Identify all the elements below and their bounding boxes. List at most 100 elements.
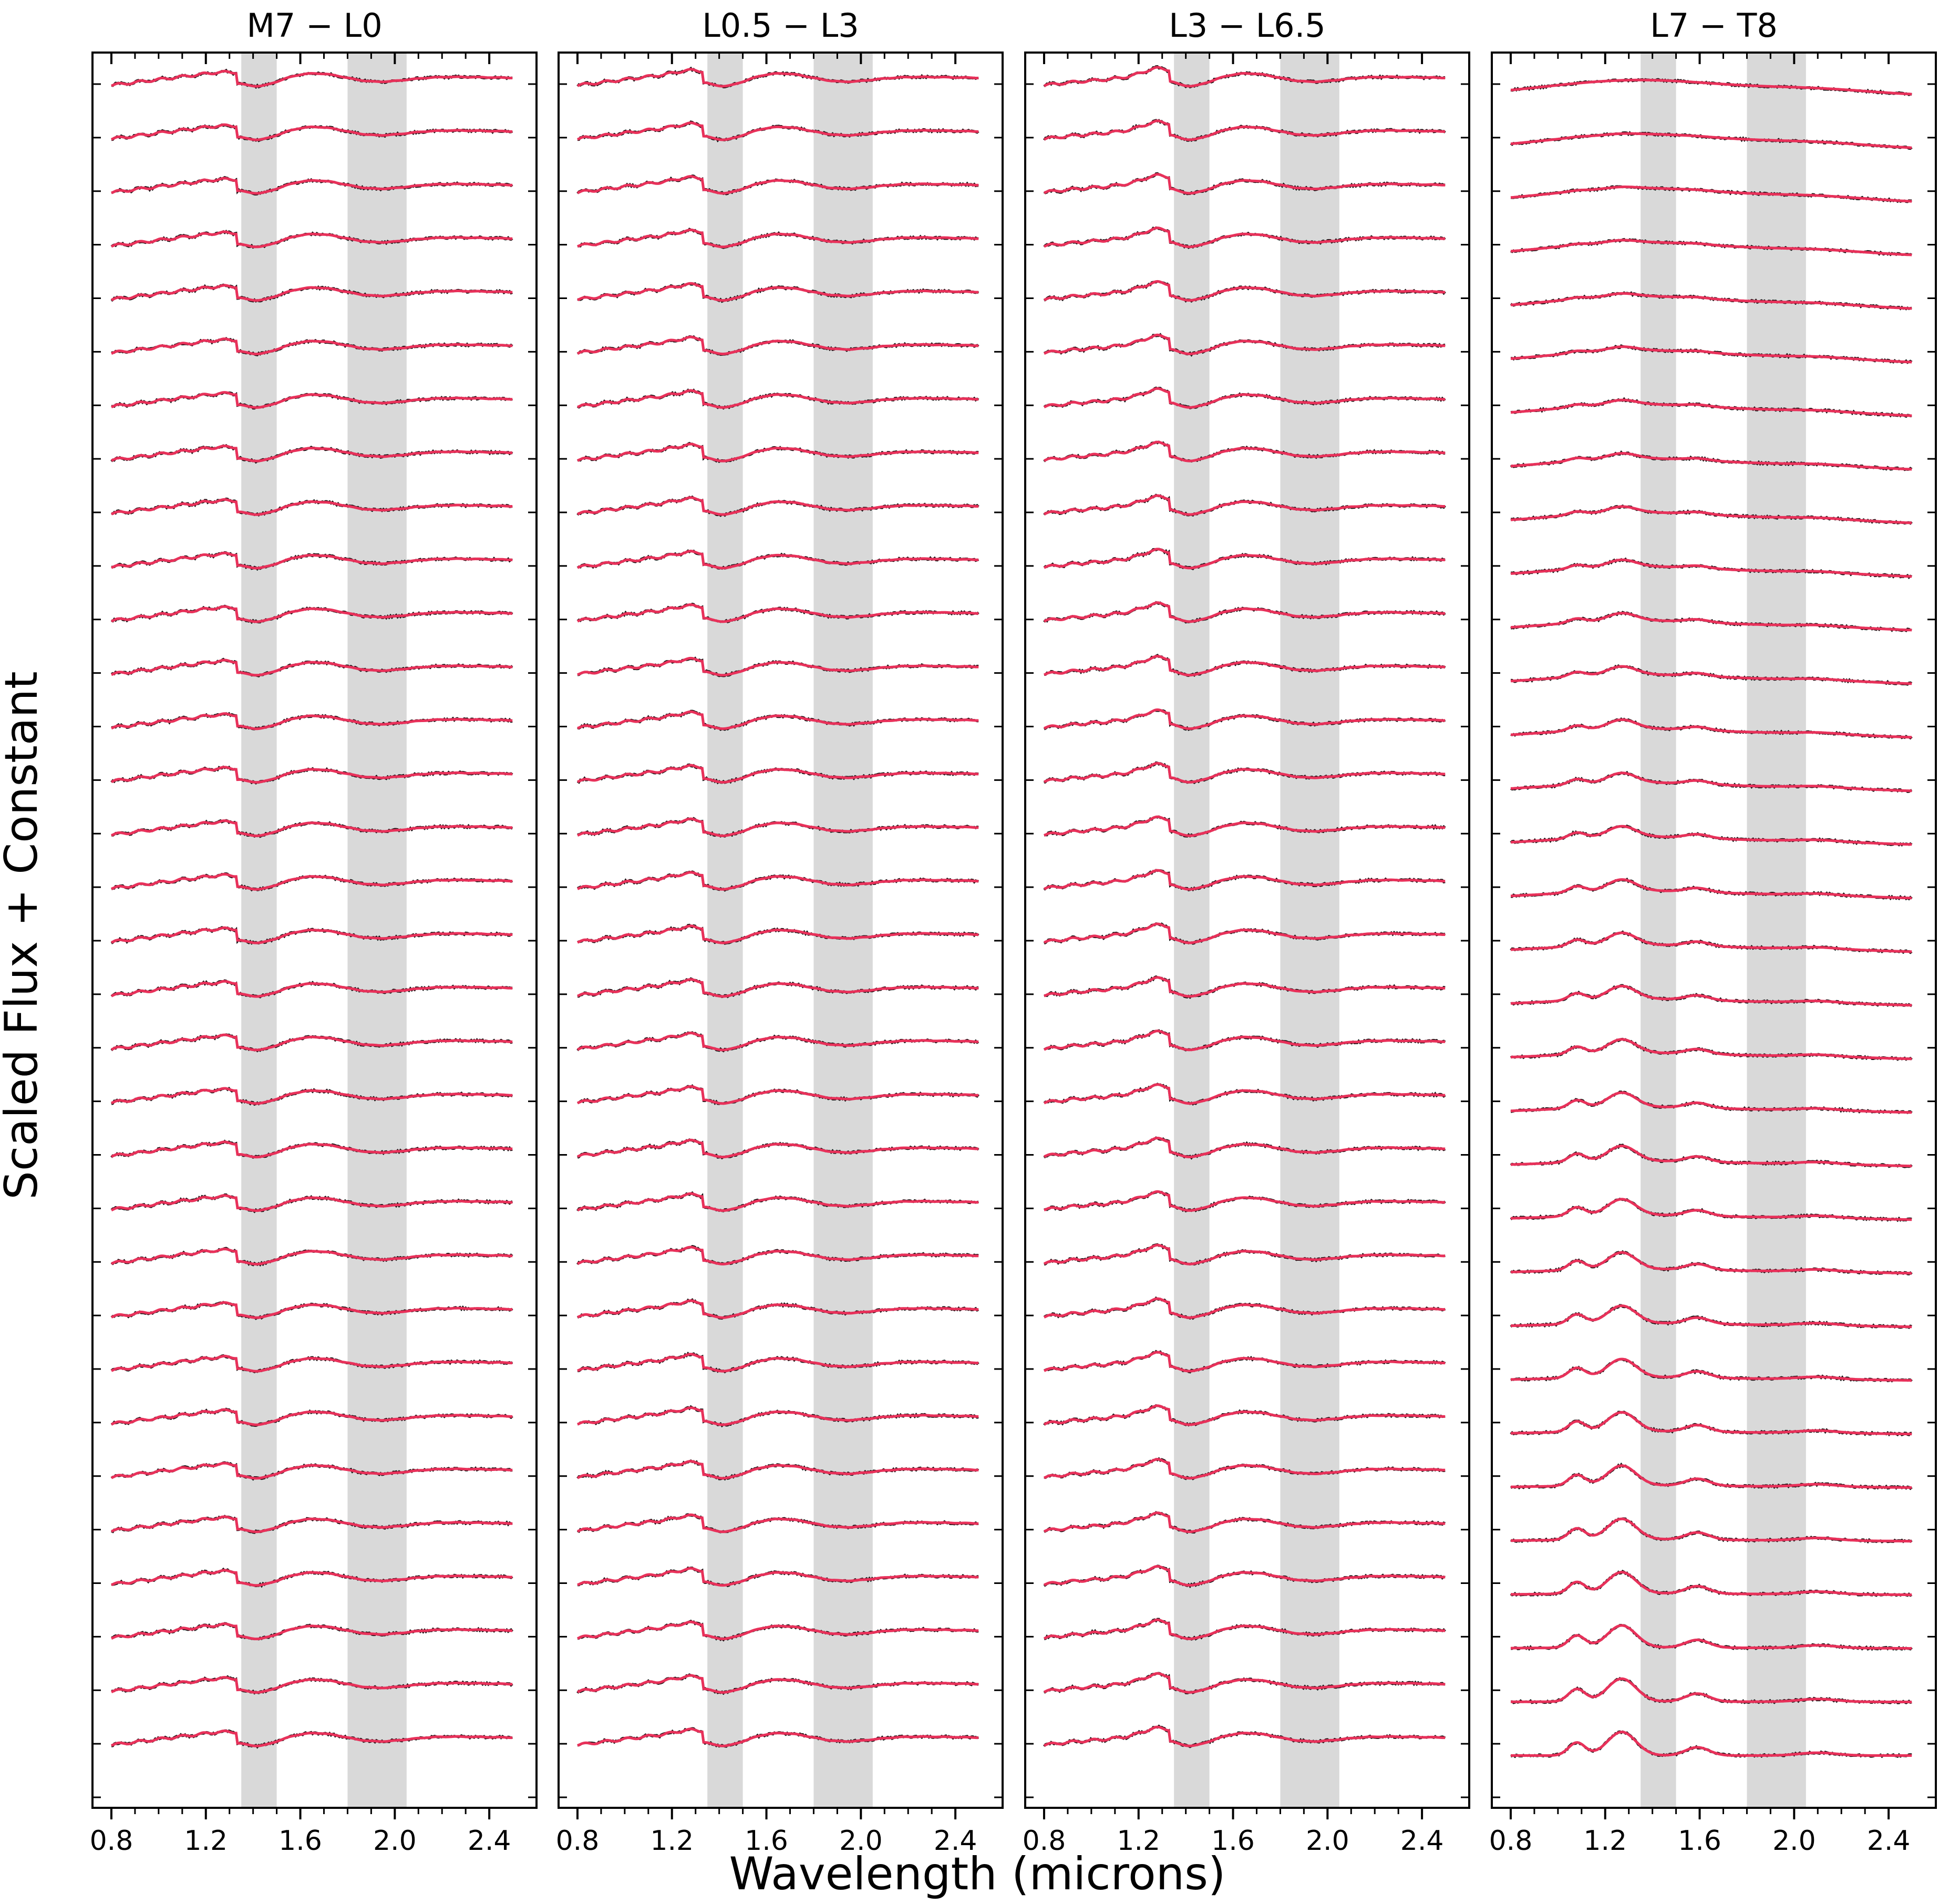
template-spectrum <box>110 1087 513 1105</box>
template-spectrum <box>110 1301 513 1319</box>
template-spectrum <box>1510 1251 1912 1275</box>
template-spectrum <box>1510 1144 1912 1168</box>
template-spectrum <box>576 656 979 677</box>
template-spectrum <box>1043 1030 1446 1052</box>
observed-spectrum <box>1510 344 1913 364</box>
panel-title: L0.5 − L3 <box>702 6 859 45</box>
template-spectrum <box>1510 132 1912 149</box>
x-axis-label: Wavelength (microns) <box>729 1848 1226 1900</box>
template-spectrum <box>576 978 979 998</box>
template-spectrum <box>576 1138 979 1159</box>
x-tick-label: 2.0 <box>839 1825 883 1857</box>
template-spectrum <box>110 1408 513 1426</box>
template-spectrum <box>1510 78 1912 96</box>
template-spectrum <box>1510 292 1912 310</box>
panel-title: L3 − L6.5 <box>1169 6 1326 45</box>
template-spectrum <box>110 1194 513 1212</box>
template-spectrum <box>110 980 513 998</box>
template-spectrum <box>1510 1411 1912 1436</box>
x-tick-label: 1.2 <box>184 1825 228 1857</box>
template-spectrum <box>110 766 513 784</box>
template-spectrum <box>1043 387 1446 409</box>
template-spectrum <box>1043 1725 1446 1747</box>
template-spectrum <box>1043 1618 1446 1640</box>
x-tick-label: 1.2 <box>650 1825 694 1857</box>
template-spectrum <box>576 1299 979 1319</box>
template-spectrum <box>576 1406 979 1426</box>
template-spectrum <box>576 710 979 730</box>
panel-1: 0.8 1.2 1.6 2.0 2.4 M7 − L0 <box>90 6 538 1857</box>
template-spectrum <box>1510 1464 1912 1489</box>
x-tick-label: 0.8 <box>1023 1825 1066 1857</box>
template-spectrum <box>1510 505 1912 524</box>
template-spectrum <box>1043 1351 1446 1373</box>
x-tick-label: 0.8 <box>90 1825 133 1857</box>
template-spectrum <box>110 337 513 356</box>
shaded-band-2 <box>1747 53 1806 1808</box>
template-spectrum <box>576 550 979 570</box>
template-spectrum <box>1510 1198 1912 1221</box>
template-spectrum <box>1511 1517 1912 1543</box>
template-spectrum <box>1510 612 1912 632</box>
template-spectrum <box>576 389 979 409</box>
template-spectrum <box>1043 1672 1446 1694</box>
observed-spectrum <box>1510 291 1912 311</box>
x-tick-label: 2.0 <box>373 1825 417 1857</box>
template-spectrum <box>576 121 979 141</box>
template-spectrum <box>110 712 513 730</box>
template-spectrum <box>1043 708 1446 730</box>
template-spectrum <box>110 1622 513 1641</box>
template-spectrum <box>1043 761 1446 784</box>
observed-spectrum <box>1510 397 1912 418</box>
template-spectrum <box>110 444 513 462</box>
panel-frame <box>1491 52 1937 1809</box>
shaded-band-2 <box>813 53 873 1808</box>
shaded-band-1 <box>707 53 743 1808</box>
template-spectrum <box>110 605 513 623</box>
template-spectrum <box>1043 173 1446 195</box>
template-spectrum <box>1043 333 1446 355</box>
template-spectrum <box>1510 1038 1912 1061</box>
template-spectrum <box>110 551 513 570</box>
template-spectrum <box>1510 345 1912 364</box>
panel-4: 0.8 1.2 1.6 2.0 2.4 L7 − T8 <box>1489 6 1937 1857</box>
template-spectrum <box>1510 558 1912 578</box>
x-tick-label: 1.6 <box>1678 1825 1721 1857</box>
template-spectrum <box>110 230 513 249</box>
template-spectrum <box>576 817 979 837</box>
template-spectrum <box>576 68 979 88</box>
template-spectrum <box>576 335 979 355</box>
x-tick-label: 1.6 <box>279 1825 322 1857</box>
template-spectrum <box>576 1674 979 1694</box>
template-spectrum <box>576 228 979 249</box>
template-spectrum <box>1043 1404 1446 1426</box>
template-spectrum <box>1043 976 1446 998</box>
template-spectrum <box>1510 1304 1912 1329</box>
template-spectrum <box>576 924 979 944</box>
template-spectrum <box>1510 825 1912 846</box>
template-spectrum <box>576 496 979 516</box>
x-tick-label: 2.4 <box>934 1825 977 1857</box>
template-spectrum <box>1511 1624 1912 1650</box>
shaded-band-1 <box>1641 53 1676 1808</box>
template-spectrum <box>1510 398 1912 417</box>
template-spectrum <box>1510 186 1912 203</box>
x-tick-label: 0.8 <box>1489 1825 1533 1857</box>
template-spectrum <box>110 69 513 88</box>
template-spectrum <box>576 1031 979 1052</box>
template-spectrum <box>1043 655 1446 677</box>
template-spectrum <box>1510 878 1912 900</box>
template-spectrum <box>1510 239 1912 256</box>
observed-spectrum <box>1510 185 1912 203</box>
x-tick-label: 2.4 <box>468 1825 511 1857</box>
template-spectrum <box>110 1515 513 1534</box>
template-spectrum <box>1043 66 1446 88</box>
template-spectrum <box>576 1459 979 1480</box>
panel-2: 0.8 1.2 1.6 2.0 2.4 L0.5 − L3 <box>556 6 1004 1857</box>
x-tick-label: 2.4 <box>1400 1825 1444 1857</box>
template-spectrum <box>1043 1458 1446 1480</box>
template-spectrum <box>1043 227 1446 249</box>
template-spectrum <box>110 391 513 409</box>
template-spectrum <box>1043 440 1446 462</box>
